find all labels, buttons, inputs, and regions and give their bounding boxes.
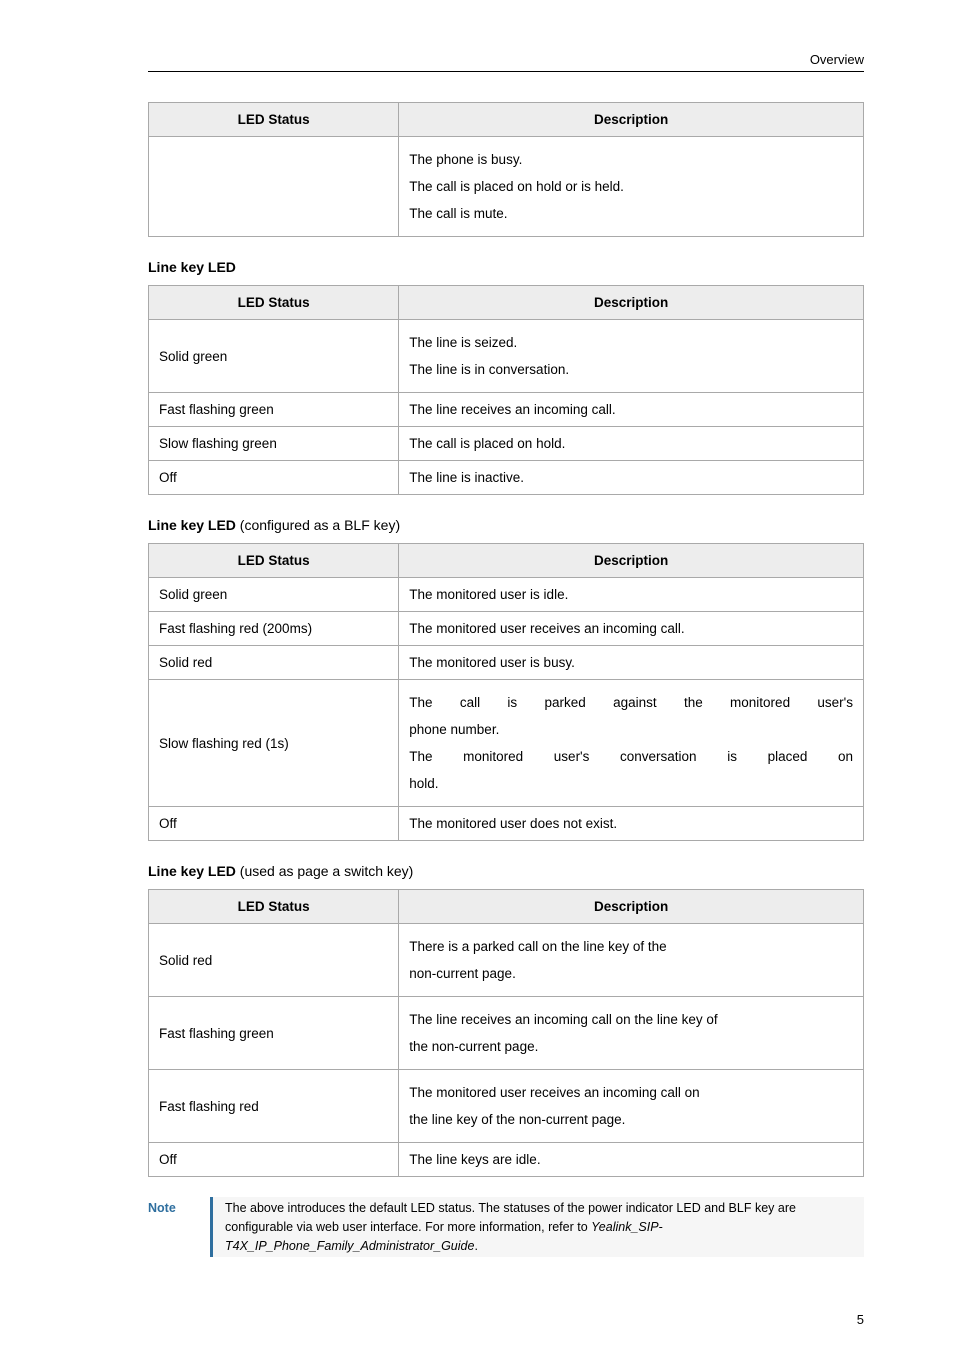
cell-status: Fast flashing green xyxy=(149,393,399,427)
title-light: (used as page a switch key) xyxy=(236,863,413,879)
led-table-2: LED Status Description Solid green The l… xyxy=(148,285,864,495)
table-head-row: LED Status Description xyxy=(149,103,864,137)
col-header-status: LED Status xyxy=(149,890,399,924)
col-header-desc: Description xyxy=(399,890,864,924)
table-row: Off The line is inactive. xyxy=(149,461,864,495)
cell-desc: The monitored user is busy. xyxy=(399,646,864,680)
note-block: Note The above introduces the default LE… xyxy=(148,1197,864,1257)
desc-line: The call is parked against the monitored… xyxy=(409,689,853,716)
cell-status: Fast flashing red xyxy=(149,1070,399,1143)
table-row: Solid red The monitored user is busy. xyxy=(149,646,864,680)
led-table-3: LED Status Description Solid green The m… xyxy=(148,543,864,841)
cell-status xyxy=(149,137,399,237)
table-row: The phone is busy. The call is placed on… xyxy=(149,137,864,237)
title-light: (configured as a BLF key) xyxy=(236,517,400,533)
col-header-status: LED Status xyxy=(149,286,399,320)
desc-line: The line is seized. xyxy=(409,329,853,356)
cell-desc: There is a parked call on the line key o… xyxy=(399,924,864,997)
desc-line: phone number. xyxy=(409,716,853,743)
table-head-row: LED Status Description xyxy=(149,544,864,578)
desc-line: The call is mute. xyxy=(409,200,853,227)
cell-desc: The monitored user receives an incoming … xyxy=(399,612,864,646)
page-container: Overview LED Status Description The phon… xyxy=(0,0,954,1367)
section-title-blf: Line key LED (configured as a BLF key) xyxy=(148,517,864,533)
desc-line: the non-current page. xyxy=(409,1033,853,1060)
desc-line: The phone is busy. xyxy=(409,146,853,173)
desc-line: The call is placed on hold or is held. xyxy=(409,173,853,200)
cell-status: Slow flashing green xyxy=(149,427,399,461)
cell-desc: The call is placed on hold. xyxy=(399,427,864,461)
desc-line: The monitored user receives an incoming … xyxy=(409,1079,853,1106)
table-row: Fast flashing red The monitored user rec… xyxy=(149,1070,864,1143)
cell-status: Fast flashing green xyxy=(149,997,399,1070)
note-period: . xyxy=(474,1239,477,1253)
cell-desc: The monitored user is idle. xyxy=(399,578,864,612)
cell-status: Off xyxy=(149,1143,399,1177)
note-text: The above introduces the default LED sta… xyxy=(225,1201,796,1234)
section-title-line-key: Line key LED xyxy=(148,259,864,275)
led-table-4: LED Status Description Solid red There i… xyxy=(148,889,864,1177)
table-row: Solid red There is a parked call on the … xyxy=(149,924,864,997)
cell-desc: The line is seized. The line is in conve… xyxy=(399,320,864,393)
note-label: Note xyxy=(148,1197,210,1257)
title-bold: Line key LED xyxy=(148,517,236,533)
col-header-desc: Description xyxy=(399,103,864,137)
cell-desc: The line keys are idle. xyxy=(399,1143,864,1177)
header-title: Overview xyxy=(810,52,864,67)
table-row: Fast flashing red (200ms) The monitored … xyxy=(149,612,864,646)
cell-desc: The monitored user receives an incoming … xyxy=(399,1070,864,1143)
led-table-1: LED Status Description The phone is busy… xyxy=(148,102,864,237)
cell-desc: The monitored user does not exist. xyxy=(399,807,864,841)
table-head-row: LED Status Description xyxy=(149,890,864,924)
col-header-desc: Description xyxy=(399,544,864,578)
cell-status: Off xyxy=(149,807,399,841)
desc-line: The monitored user's conversation is pla… xyxy=(409,743,853,770)
table-row: Fast flashing green The line receives an… xyxy=(149,997,864,1070)
table-row: Slow flashing red (1s) The call is parke… xyxy=(149,680,864,807)
cell-status: Fast flashing red (200ms) xyxy=(149,612,399,646)
title-bold: Line key LED xyxy=(148,863,236,879)
cell-desc: The phone is busy. The call is placed on… xyxy=(399,137,864,237)
desc-line: the line key of the non-current page. xyxy=(409,1106,853,1133)
cell-status: Solid green xyxy=(149,578,399,612)
cell-desc: The line is inactive. xyxy=(399,461,864,495)
desc-line: There is a parked call on the line key o… xyxy=(409,933,853,960)
header-divider: Overview xyxy=(148,50,864,72)
table-row: Solid green The line is seized. The line… xyxy=(149,320,864,393)
table-row: Off The line keys are idle. xyxy=(149,1143,864,1177)
table-row: Solid green The monitored user is idle. xyxy=(149,578,864,612)
table-row: Fast flashing green The line receives an… xyxy=(149,393,864,427)
table-head-row: LED Status Description xyxy=(149,286,864,320)
cell-desc: The line receives an incoming call. xyxy=(399,393,864,427)
section-title-switch: Line key LED (used as page a switch key) xyxy=(148,863,864,879)
cell-desc: The line receives an incoming call on th… xyxy=(399,997,864,1070)
desc-line: non-current page. xyxy=(409,960,853,987)
cell-desc: The call is parked against the monitored… xyxy=(399,680,864,807)
col-header-status: LED Status xyxy=(149,103,399,137)
col-header-desc: Description xyxy=(399,286,864,320)
page-number: 5 xyxy=(148,1312,864,1327)
cell-status: Solid red xyxy=(149,924,399,997)
cell-status: Off xyxy=(149,461,399,495)
cell-status: Solid green xyxy=(149,320,399,393)
desc-line: The line is in conversation. xyxy=(409,356,853,383)
cell-status: Solid red xyxy=(149,646,399,680)
cell-status: Slow flashing red (1s) xyxy=(149,680,399,807)
table-row: Off The monitored user does not exist. xyxy=(149,807,864,841)
desc-line: hold. xyxy=(409,770,853,797)
desc-line: The line receives an incoming call on th… xyxy=(409,1006,853,1033)
note-body: The above introduces the default LED sta… xyxy=(210,1197,864,1257)
col-header-status: LED Status xyxy=(149,544,399,578)
table-row: Slow flashing green The call is placed o… xyxy=(149,427,864,461)
